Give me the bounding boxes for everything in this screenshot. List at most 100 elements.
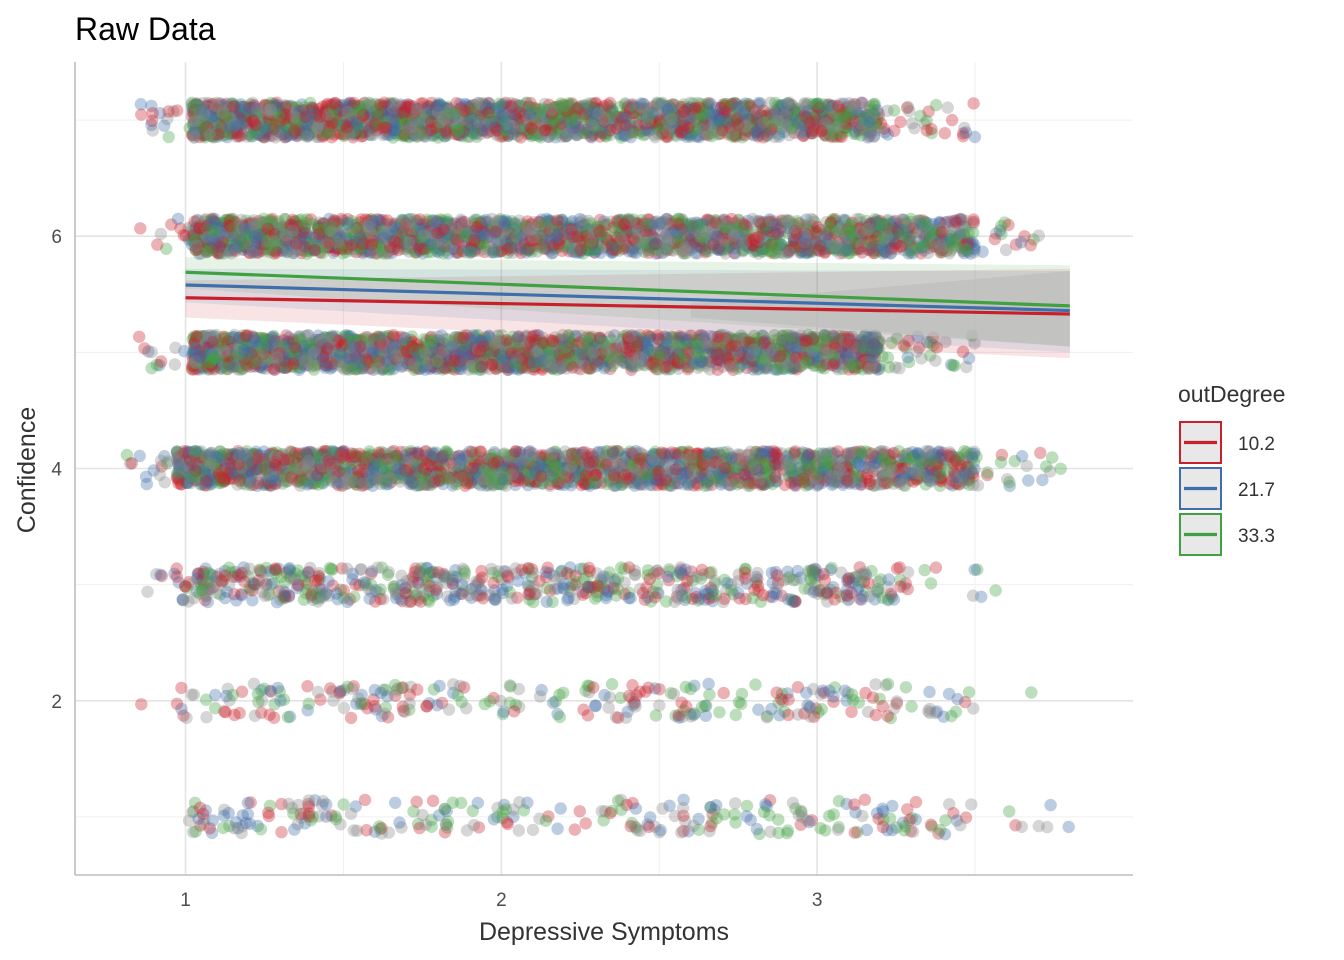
data-point [279,127,292,140]
data-point [796,114,810,128]
data-point [685,220,698,233]
data-point [556,111,570,125]
data-point [194,104,207,117]
data-point [232,109,245,123]
data-point [649,131,662,144]
data-point [487,246,500,259]
data-point [556,101,569,114]
data-point [655,128,669,141]
data-point [727,229,741,242]
data-point [323,126,336,140]
data-point [671,226,684,240]
data-point [187,128,201,141]
data-point [380,121,393,134]
data-point [250,128,263,141]
data-point [633,112,646,125]
data-point [520,246,533,259]
data-point [619,119,632,132]
data-point [742,104,755,118]
data-point [753,116,766,129]
data-point [421,246,434,259]
data-point [779,119,793,132]
data-point [662,236,675,249]
data-point [656,122,670,135]
data-point [398,129,412,143]
data-point [561,116,575,130]
data-point [603,96,617,110]
data-point [421,99,435,113]
data-point [227,100,240,113]
data-point [387,97,400,110]
data-point [305,104,319,117]
data-point [863,100,876,113]
data-point [249,121,263,134]
data-point [781,214,794,228]
data-point [550,231,563,245]
data-point [415,101,429,114]
data-point [721,128,735,141]
data-point [726,130,739,143]
data-point [227,222,240,235]
data-point [652,105,665,119]
data-point [783,96,796,109]
data-point [848,100,861,113]
data-point [563,102,576,116]
data-point [962,226,975,239]
data-point [704,108,717,122]
data-point [378,110,391,124]
data-point [538,123,552,137]
data-point [434,115,447,129]
data-point [566,127,580,140]
data-point [464,245,478,258]
data-point [837,111,850,124]
data-point [834,108,847,122]
data-point [815,105,828,118]
data-point [286,224,300,237]
data-point [738,123,751,137]
data-point [227,114,240,128]
data-point [434,105,447,119]
data-point [439,117,452,130]
data-point [854,225,868,239]
data-point [475,119,489,132]
data-point [661,119,675,133]
data-point [188,115,201,128]
data-point [512,99,525,113]
data-point [186,104,200,117]
data-point [757,131,770,144]
data-point [585,106,599,119]
data-point [636,112,650,126]
data-point [589,108,602,121]
data-point [700,225,713,239]
data-point [789,103,803,116]
data-point [437,247,450,260]
data-point [426,108,439,121]
data-point [201,98,215,111]
data-point [396,217,410,230]
data-point [593,130,607,143]
data-point [365,238,379,251]
data-point [395,103,408,116]
data-point [162,105,175,118]
data-point [574,243,587,257]
data-point [374,107,387,120]
data-point [238,222,251,235]
data-point [938,127,951,140]
data-point [217,125,230,139]
data-point [703,105,716,119]
data-point [471,96,485,110]
data-point [788,105,801,118]
data-point [691,96,705,110]
data-point [565,223,578,236]
data-point [210,115,223,128]
data-point [270,98,283,112]
data-point [403,236,416,249]
data-point [832,224,845,237]
data-point [828,240,841,253]
data-point [613,100,626,114]
data-point [935,225,948,239]
data-point [811,117,824,131]
data-point [1032,229,1046,242]
data-point [295,98,309,111]
data-point [409,127,422,141]
